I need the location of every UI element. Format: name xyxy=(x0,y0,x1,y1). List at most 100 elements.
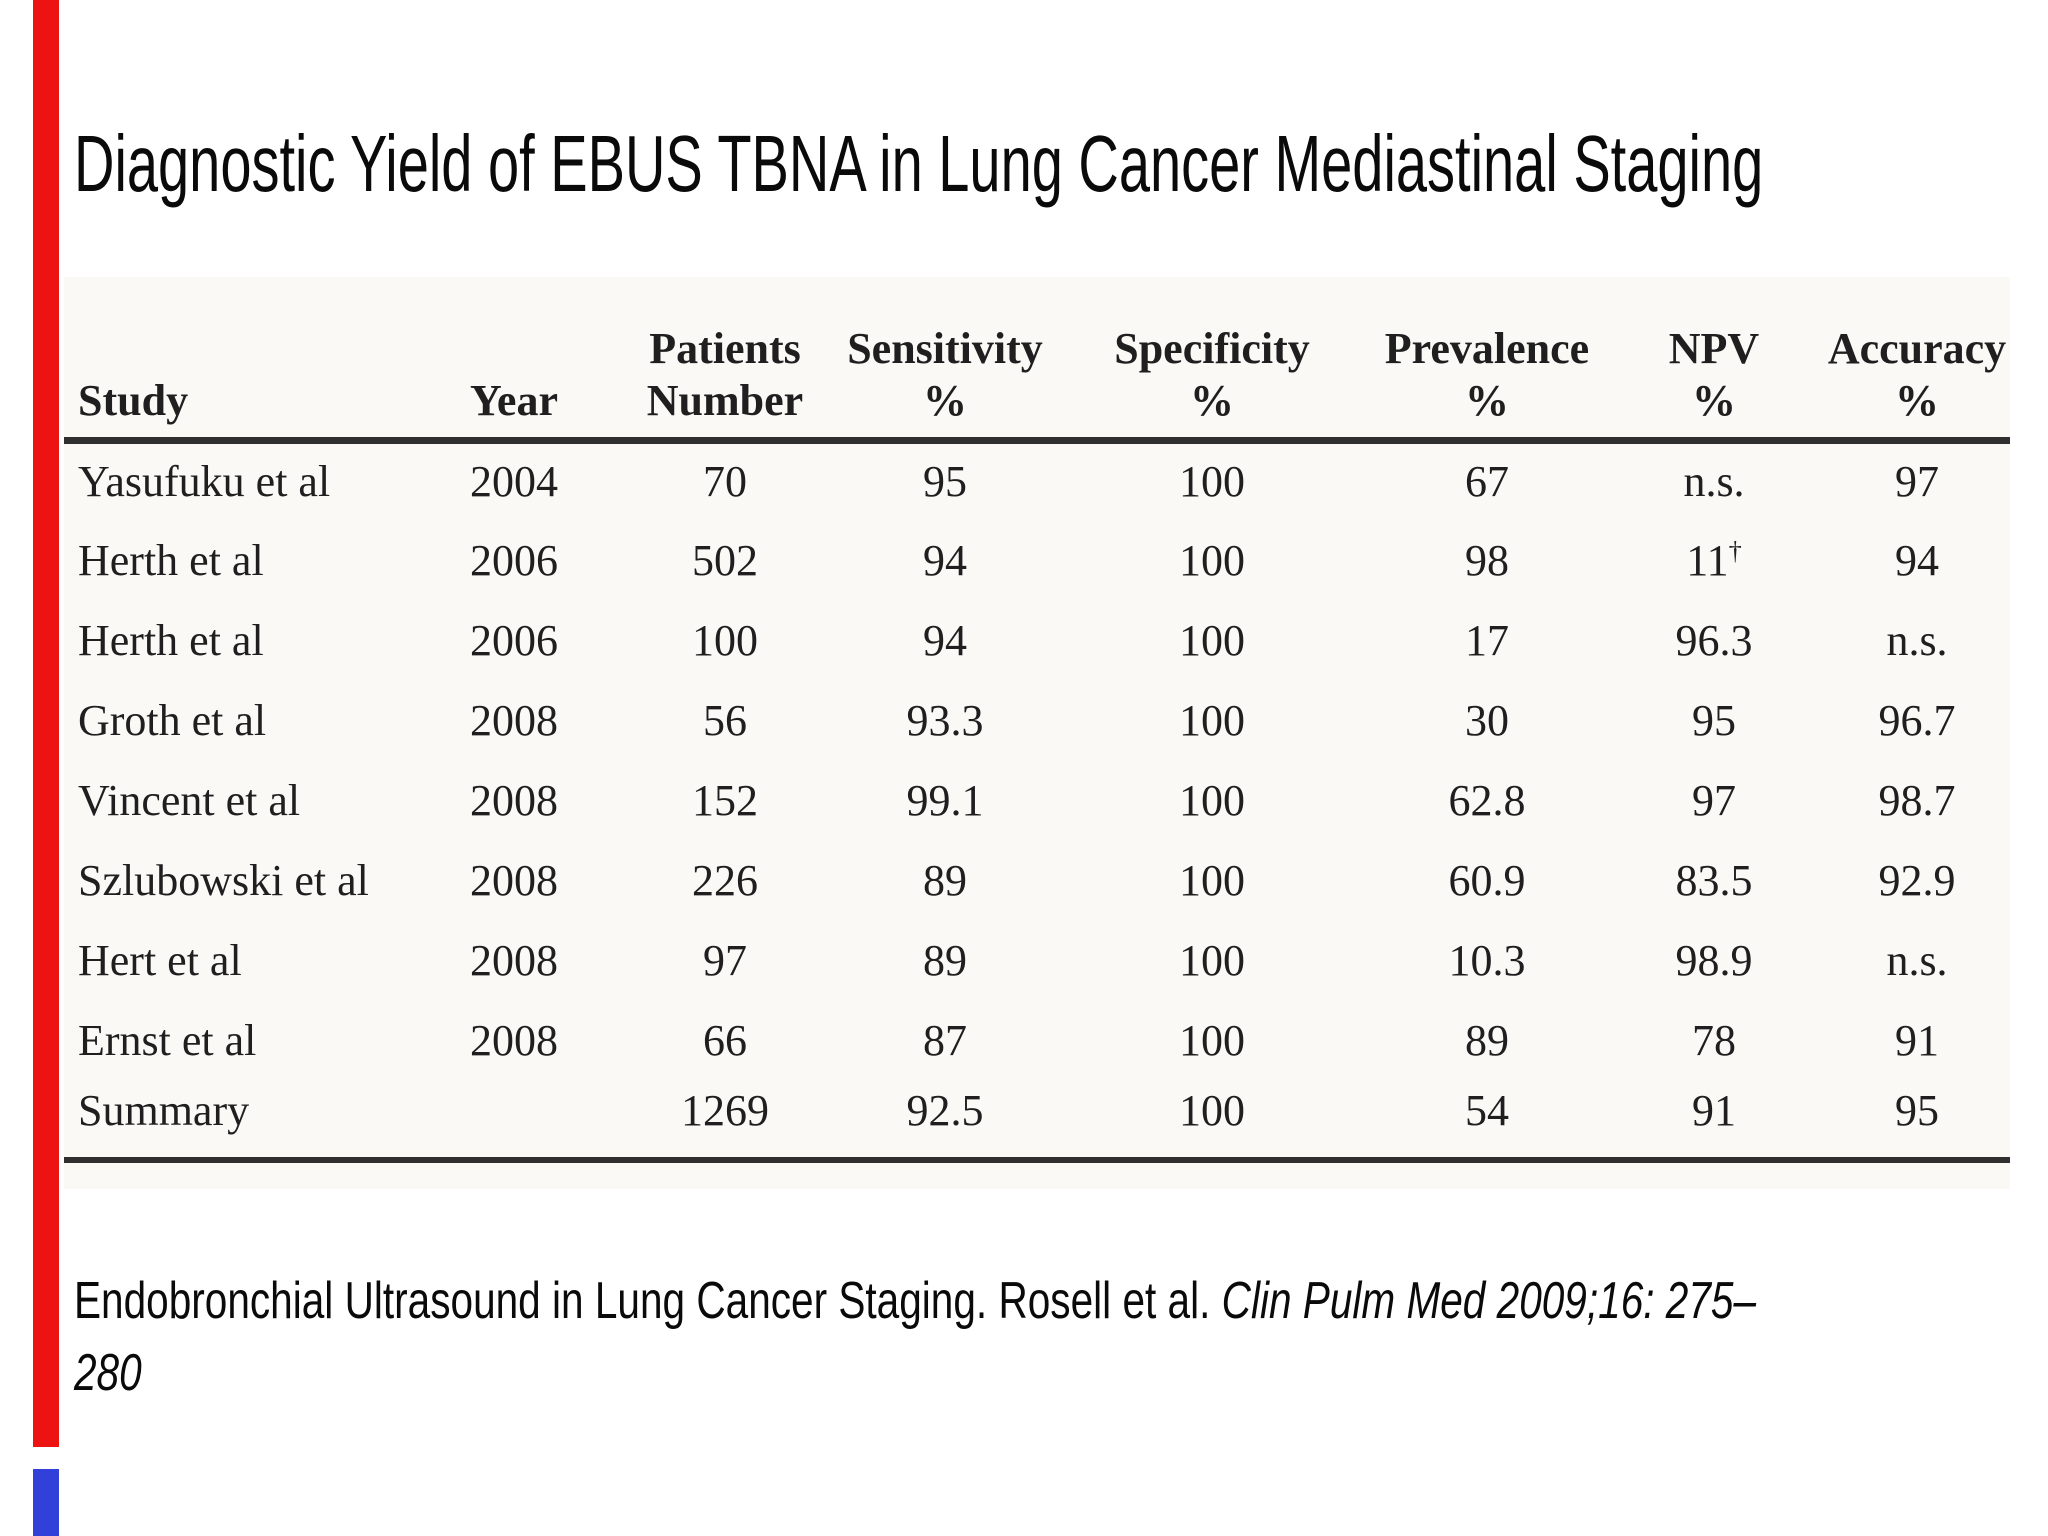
col-header-specificity: Specificity% xyxy=(1054,277,1370,444)
cell-specificity: 100 xyxy=(1179,1086,1245,1135)
cell-specificity: 100 xyxy=(1179,695,1245,745)
citation: Endobronchial Ultrasound in Lung Cancer … xyxy=(74,1266,1756,1410)
cell-study: Hert et al xyxy=(78,935,242,985)
cell-year: 2004 xyxy=(470,457,558,507)
table-row: Hert et al 2008 97 89 100 10.3 98.9 n.s. xyxy=(64,920,2010,1000)
page-title: Diagnostic Yield of EBUS TBNA in Lung Ca… xyxy=(74,119,1764,208)
cell-specificity: 100 xyxy=(1179,855,1245,905)
cell-prevalence: 60.9 xyxy=(1448,855,1526,905)
cell-year xyxy=(414,1080,614,1160)
table-row: Herth et al 2006 502 94 100 98 11† 94 xyxy=(64,520,2010,600)
citation-journal-continued: 280 xyxy=(74,1343,142,1402)
blue-edge-bar xyxy=(33,1469,59,1536)
cell-sensitivity: 99.1 xyxy=(906,775,984,825)
cell-sensitivity: 87 xyxy=(923,1015,967,1065)
cell-sensitivity: 89 xyxy=(923,855,967,905)
cell-sensitivity: 92.5 xyxy=(906,1086,984,1135)
cell-year: 2008 xyxy=(470,775,558,825)
cell-accuracy: 95 xyxy=(1895,1086,1939,1135)
cell-year: 2008 xyxy=(470,855,558,905)
cell-patients: 226 xyxy=(692,855,758,905)
cell-study: Herth et al xyxy=(78,535,264,585)
cell-accuracy: n.s. xyxy=(1886,935,1948,985)
col-header-sensitivity: Sensitivity% xyxy=(836,277,1054,444)
cell-patients: 1269 xyxy=(681,1086,769,1135)
cell-npv: 98.9 xyxy=(1675,935,1753,985)
cell-patients: 70 xyxy=(703,457,747,507)
cell-accuracy: 98.7 xyxy=(1878,775,1956,825)
cell-specificity: 100 xyxy=(1179,935,1245,985)
table-row: Ernst et al 2008 66 87 100 89 78 91 xyxy=(64,1000,2010,1080)
col-header-year: Year xyxy=(414,277,614,444)
table-row: Herth et al 2006 100 94 100 17 96.3 n.s. xyxy=(64,600,2010,680)
cell-sensitivity: 93.3 xyxy=(906,695,984,745)
cell-sensitivity: 94 xyxy=(923,535,967,585)
cell-accuracy: 97 xyxy=(1895,457,1939,507)
cell-accuracy: n.s. xyxy=(1886,615,1948,665)
cell-study: Yasufuku et al xyxy=(78,457,331,507)
cell-npv: n.s. xyxy=(1683,457,1745,507)
cell-prevalence: 89 xyxy=(1465,1015,1509,1065)
cell-accuracy: 96.7 xyxy=(1878,695,1956,745)
cell-npv: 11† xyxy=(1686,534,1742,585)
cell-npv: 96.3 xyxy=(1675,615,1753,665)
cell-study: Vincent et al xyxy=(78,775,301,825)
cell-sensitivity: 94 xyxy=(923,615,967,665)
cell-year: 2006 xyxy=(470,615,558,665)
cell-specificity: 100 xyxy=(1179,1015,1245,1065)
cell-patients: 97 xyxy=(703,935,747,985)
cell-sensitivity: 89 xyxy=(923,935,967,985)
cell-specificity: 100 xyxy=(1179,615,1245,665)
cell-year: 2006 xyxy=(470,535,558,585)
cell-prevalence: 67 xyxy=(1465,457,1509,507)
cell-patients: 502 xyxy=(692,535,758,585)
citation-journal: Clin Pulm Med 2009;16: 275– xyxy=(1221,1272,1757,1330)
cell-patients: 152 xyxy=(692,775,758,825)
cell-accuracy: 92.9 xyxy=(1878,855,1956,905)
cell-study: Szlubowski et al xyxy=(78,855,369,905)
table-row: Szlubowski et al 2008 226 89 100 60.9 83… xyxy=(64,840,2010,920)
cell-patients: 66 xyxy=(703,1015,747,1065)
table-header-row: Study Year Patients Number Sensitivity% S… xyxy=(64,277,2010,444)
cell-specificity: 100 xyxy=(1179,535,1245,585)
cell-npv: 95 xyxy=(1692,695,1736,745)
cell-patients: 100 xyxy=(692,615,758,665)
table-row: Groth et al 2008 56 93.3 100 30 95 96.7 xyxy=(64,680,2010,760)
cell-sensitivity: 95 xyxy=(923,457,967,507)
col-header-accuracy: Accuracy% xyxy=(1824,277,2010,444)
table-row-summary: Summary 1269 92.5 100 54 91 95 xyxy=(64,1080,2010,1160)
col-header-npv: NPV% xyxy=(1604,277,1824,444)
table-scan-region: Study Year Patients Number Sensitivity% S… xyxy=(64,277,2010,1189)
cell-study: Ernst et al xyxy=(78,1015,257,1065)
cell-prevalence: 54 xyxy=(1465,1086,1509,1135)
results-table: Study Year Patients Number Sensitivity% S… xyxy=(64,277,2010,1163)
cell-accuracy: 94 xyxy=(1895,535,1939,585)
cell-year: 2008 xyxy=(470,935,558,985)
cell-patients: 56 xyxy=(703,695,747,745)
table-row: Vincent et al 2008 152 99.1 100 62.8 97 … xyxy=(64,760,2010,840)
cell-specificity: 100 xyxy=(1179,457,1245,507)
cell-specificity: 100 xyxy=(1179,775,1245,825)
col-header-prevalence: Prevalence% xyxy=(1370,277,1604,444)
cell-npv: 91 xyxy=(1692,1086,1736,1135)
cell-year: 2008 xyxy=(470,695,558,745)
cell-npv: 83.5 xyxy=(1675,855,1753,905)
cell-prevalence: 10.3 xyxy=(1448,935,1526,985)
cell-study: Herth et al xyxy=(78,615,264,665)
cell-npv: 97 xyxy=(1692,775,1736,825)
cell-study: Groth et al xyxy=(78,695,267,745)
cell-npv: 78 xyxy=(1692,1015,1736,1065)
col-header-study: Study xyxy=(64,277,414,444)
cell-prevalence: 17 xyxy=(1465,615,1509,665)
cell-study: Summary xyxy=(78,1086,250,1135)
cell-prevalence: 30 xyxy=(1465,695,1509,745)
table-row: Yasufuku et al 2004 70 95 100 67 n.s. 97 xyxy=(64,440,2010,520)
cell-prevalence: 62.8 xyxy=(1448,775,1526,825)
cell-year: 2008 xyxy=(470,1015,558,1065)
red-edge-bar xyxy=(33,0,59,1447)
col-header-patients-number: Patients Number xyxy=(614,277,836,444)
cell-prevalence: 98 xyxy=(1465,535,1509,585)
cell-accuracy: 91 xyxy=(1895,1015,1939,1065)
citation-text: Endobronchial Ultrasound in Lung Cancer … xyxy=(74,1272,1222,1330)
